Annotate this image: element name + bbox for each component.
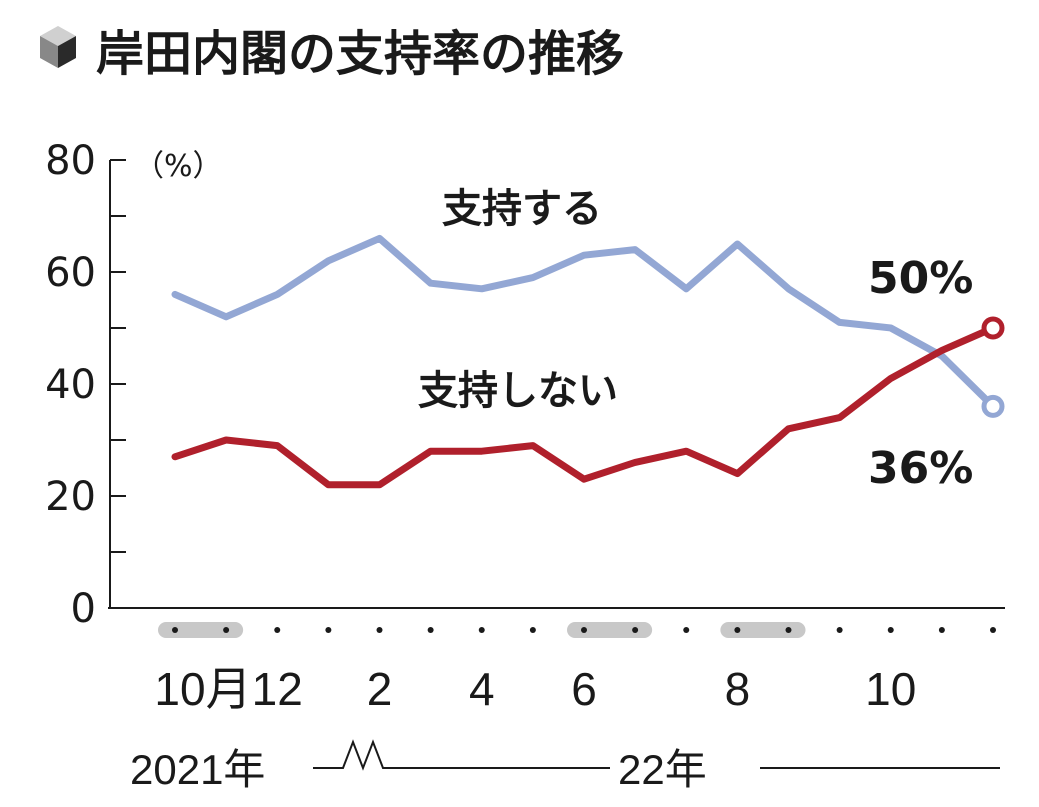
x-point-dot bbox=[632, 627, 639, 633]
series-label-nonsupport: 支持しない bbox=[418, 368, 618, 414]
x-point-dot bbox=[427, 627, 434, 633]
x-point-dot bbox=[734, 627, 741, 633]
x-point-dot bbox=[529, 627, 536, 633]
x-month-label: 10 bbox=[865, 663, 916, 715]
x-point-dot bbox=[887, 627, 894, 633]
x-point-dot bbox=[223, 627, 230, 633]
y-ticks: 0 20 40 60 80 bbox=[45, 138, 126, 632]
x-month-label: 10月 bbox=[154, 663, 251, 715]
x-point-dot bbox=[274, 627, 281, 633]
end-marker-support bbox=[981, 394, 1005, 418]
series-line-support bbox=[171, 234, 997, 410]
x-highlight-bands bbox=[158, 622, 806, 638]
chart-title: 岸田内閣の支持率の推移 bbox=[96, 26, 624, 82]
x-point-dot bbox=[172, 627, 178, 633]
y-tick-label: 20 bbox=[45, 474, 96, 520]
end-label-support: 36% bbox=[868, 443, 973, 494]
x-point-dot bbox=[938, 627, 945, 633]
x-month-label: 12 bbox=[252, 663, 303, 715]
x-point-dot bbox=[581, 627, 587, 633]
x-point-markers bbox=[172, 627, 996, 633]
x-point-dot bbox=[325, 627, 332, 633]
year-bracket-line bbox=[313, 739, 1000, 771]
series-label-support: 支持する bbox=[442, 186, 602, 232]
end-marker-nonsupport bbox=[981, 316, 1005, 340]
y-tick-label: 0 bbox=[71, 586, 96, 632]
x-month-label: 2 bbox=[367, 663, 393, 715]
x-highlight-band bbox=[567, 622, 653, 638]
y-minor-ticks bbox=[110, 215, 126, 553]
x-highlight-band bbox=[158, 622, 244, 638]
x-month-labels: 10月 12 2 4 6 8 10 bbox=[154, 663, 916, 715]
x-highlight-band bbox=[720, 622, 806, 638]
series-layer bbox=[171, 234, 1005, 489]
end-label-nonsupport: 50% bbox=[868, 253, 973, 304]
series-line-nonsupport bbox=[171, 324, 997, 489]
cube-icon bbox=[40, 26, 76, 68]
y-unit-label: （%） bbox=[134, 149, 223, 184]
x-point-dot bbox=[785, 627, 792, 633]
year-label-22: 22年 bbox=[618, 746, 707, 793]
x-month-label: 8 bbox=[725, 663, 751, 715]
x-month-label: 4 bbox=[469, 663, 495, 715]
x-point-dot bbox=[836, 627, 843, 633]
year-label-2021: 2021年 bbox=[130, 746, 265, 793]
x-month-label: 6 bbox=[571, 663, 597, 715]
y-tick-label: 60 bbox=[45, 250, 96, 296]
x-point-dot bbox=[990, 627, 996, 633]
x-point-dot bbox=[478, 627, 485, 633]
x-point-dot bbox=[683, 627, 690, 633]
x-point-dot bbox=[376, 627, 383, 633]
y-tick-label: 80 bbox=[45, 138, 96, 184]
y-tick-label: 40 bbox=[45, 362, 96, 408]
